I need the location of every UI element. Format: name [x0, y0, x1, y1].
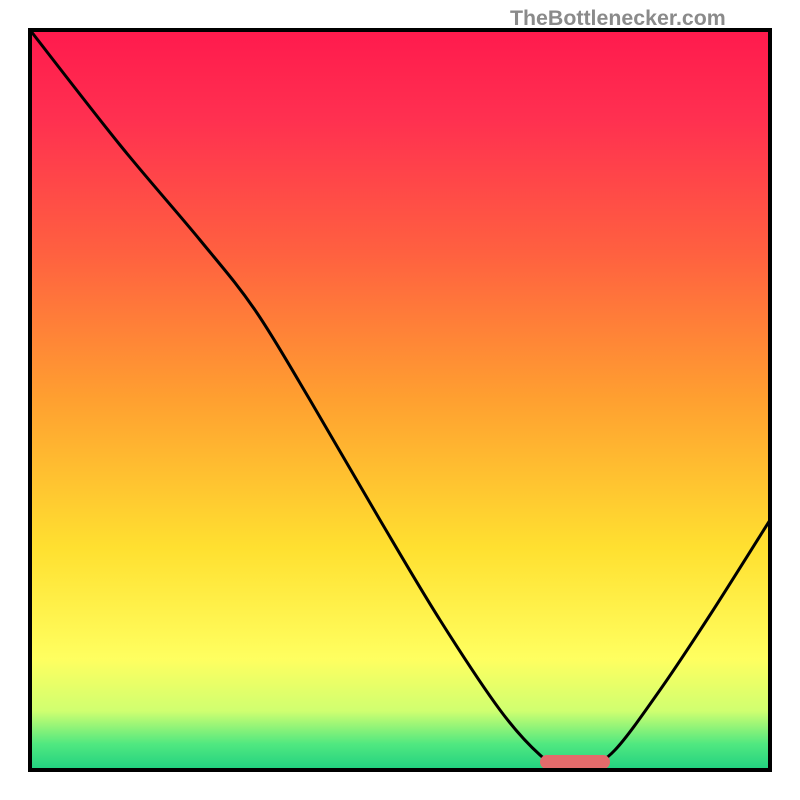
optimum-marker: [540, 755, 610, 769]
gradient-v-chart: [0, 0, 800, 800]
gradient-background: [30, 30, 770, 770]
chart-canvas: TheBottlenecker.com: [0, 0, 800, 800]
watermark-text: TheBottlenecker.com: [510, 6, 726, 31]
